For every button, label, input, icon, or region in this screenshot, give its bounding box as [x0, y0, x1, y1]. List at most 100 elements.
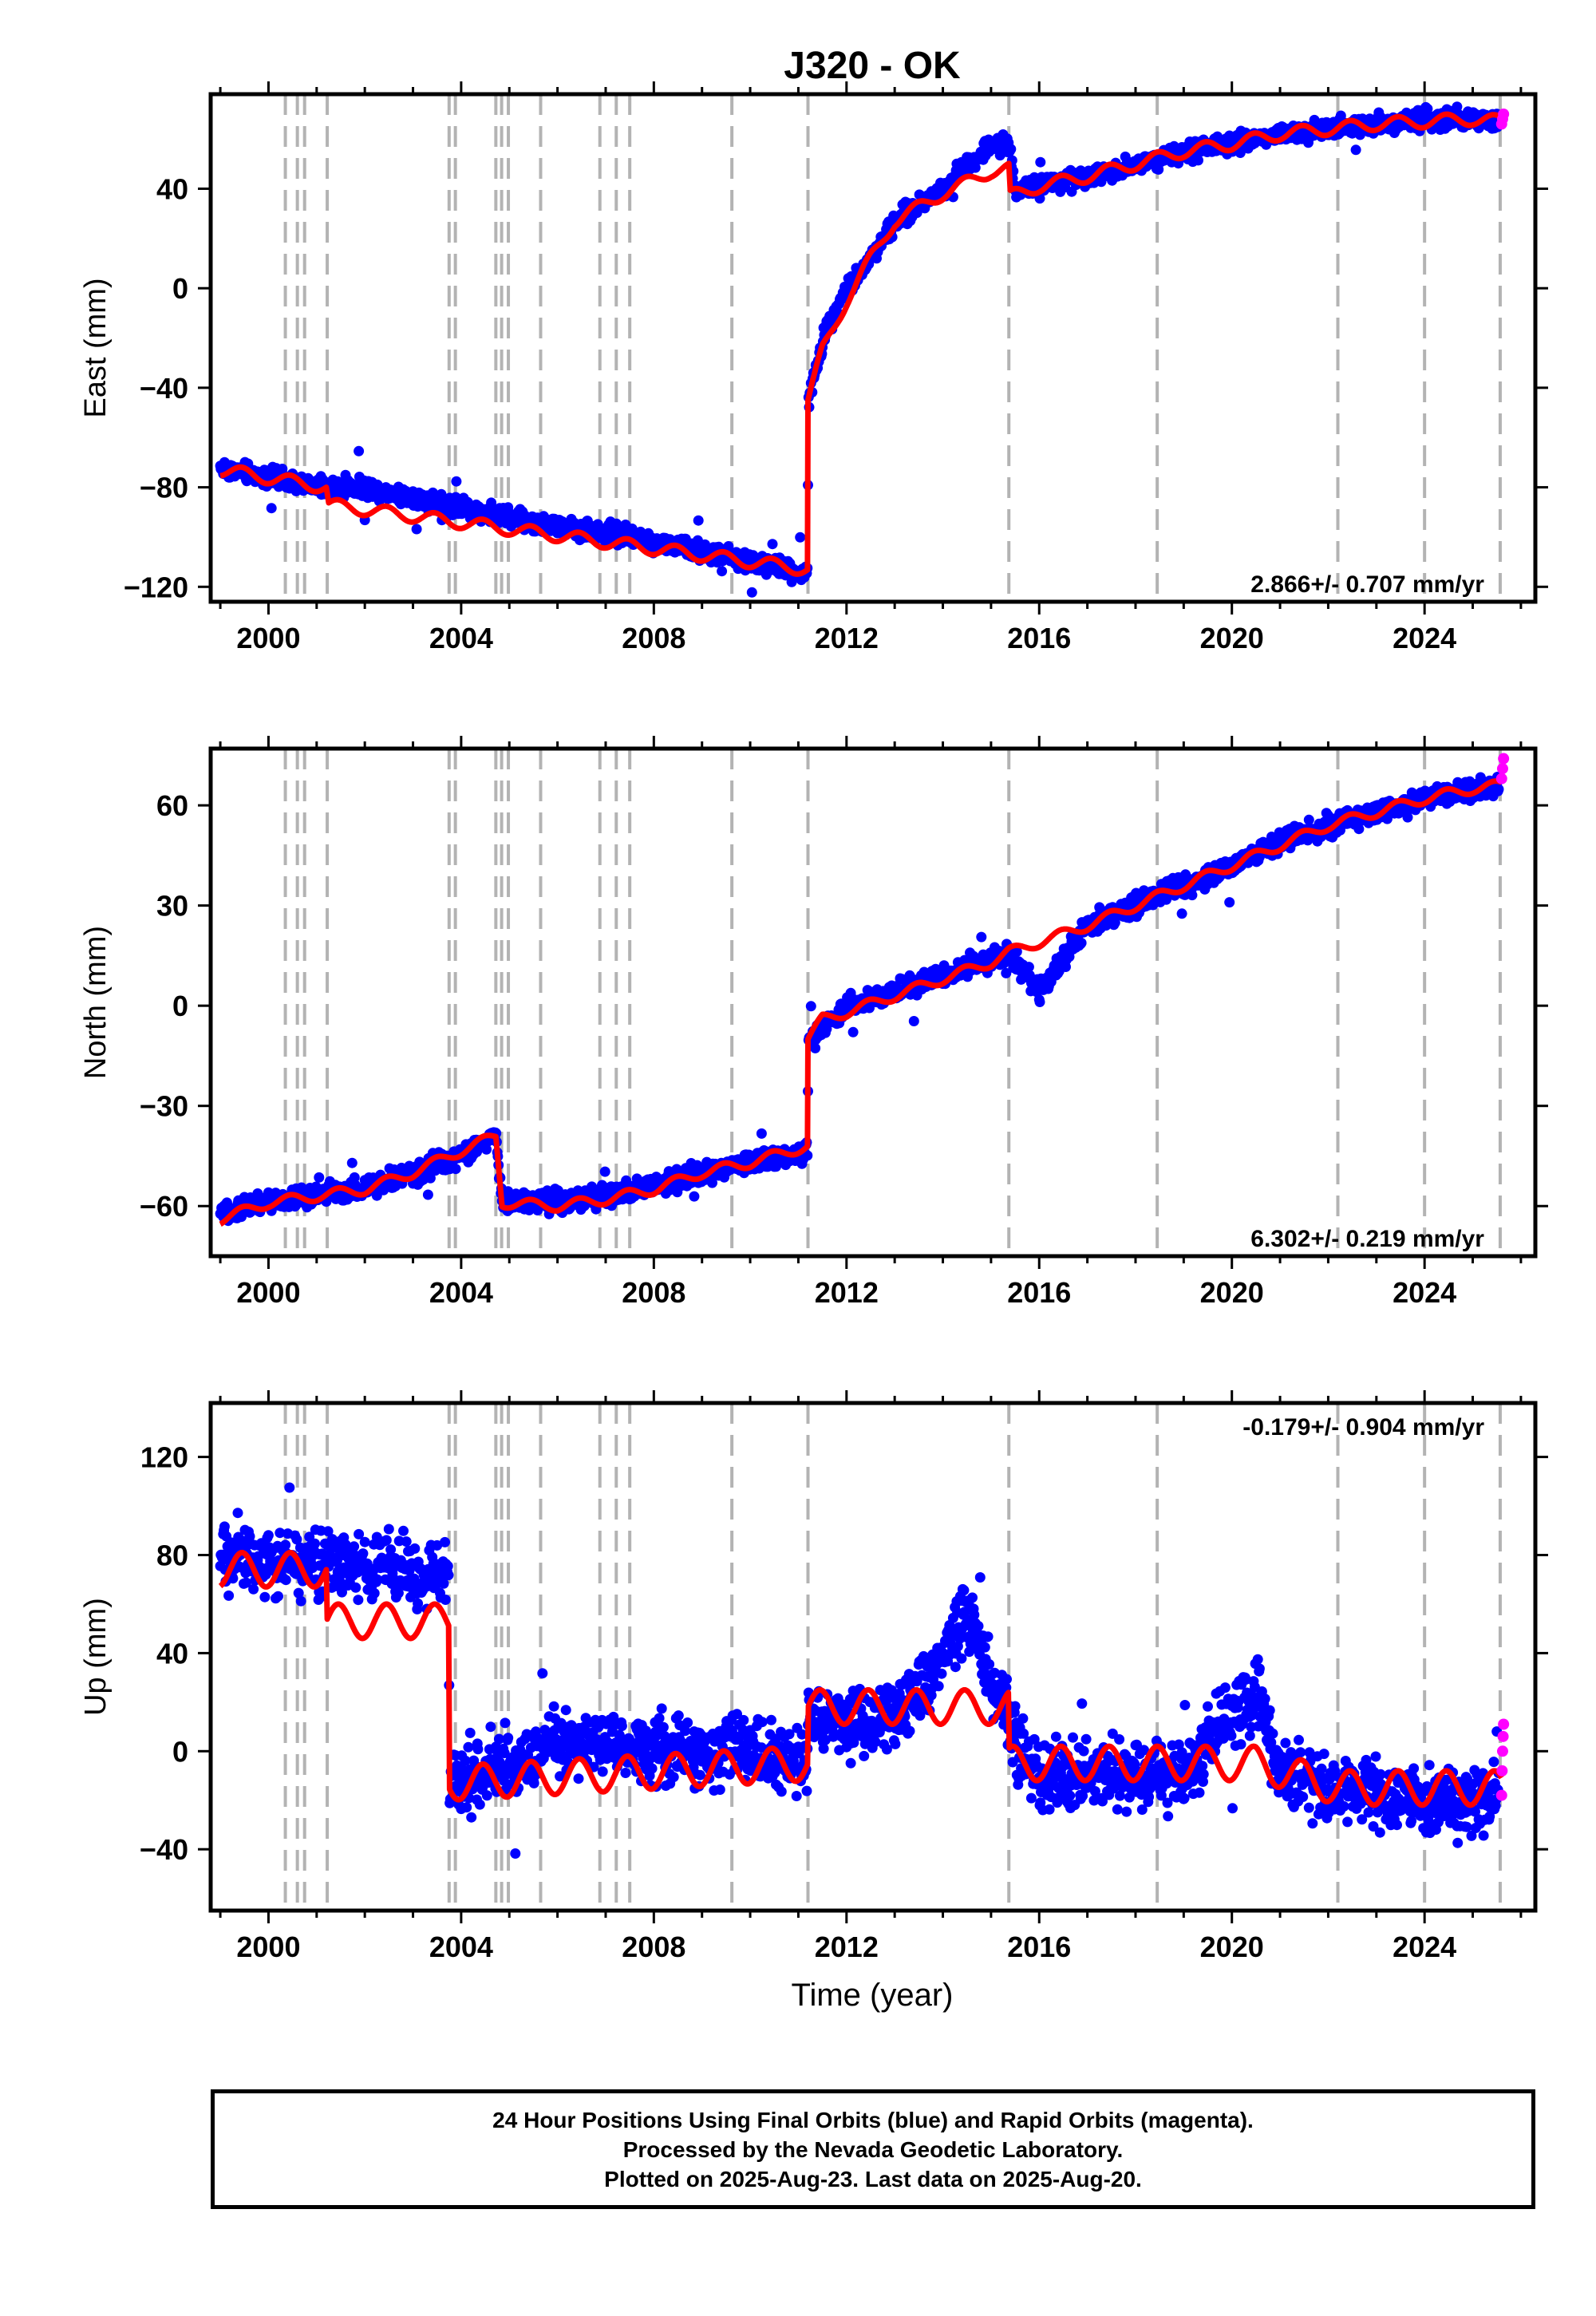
rapid-orbit-point — [1495, 773, 1507, 785]
y-axis-label: East (mm) — [79, 278, 113, 417]
final-orbit-point — [440, 1536, 450, 1547]
y-tick-label: −120 — [124, 571, 188, 603]
y-axis-label: North (mm) — [79, 926, 113, 1079]
final-orbit-point — [450, 1164, 461, 1175]
y-tick-label: 0 — [172, 990, 188, 1022]
final-orbit-point — [359, 1536, 370, 1547]
x-tick-label: 2024 — [1393, 622, 1456, 654]
final-orbit-point — [413, 1598, 424, 1609]
final-orbit-point — [381, 1535, 392, 1546]
x-tick-label: 2020 — [1200, 622, 1264, 654]
final-orbit-point — [443, 1570, 454, 1581]
final-orbit-point — [746, 587, 757, 598]
x-tick-label: 2016 — [1007, 622, 1071, 654]
final-orbit-point — [756, 1128, 767, 1139]
final-orbit-point — [346, 1157, 358, 1168]
final-orbit-point — [474, 1799, 485, 1810]
y-tick-label: 40 — [156, 172, 188, 205]
final-orbit-point — [847, 1026, 859, 1037]
y-tick-label: 60 — [156, 789, 188, 822]
final-orbit-point — [266, 503, 277, 514]
final-orbit-point — [503, 1733, 514, 1744]
final-orbit-point — [510, 1848, 521, 1859]
final-orbit-point — [354, 445, 365, 456]
final-orbit-point — [461, 1802, 472, 1813]
final-orbit-point — [599, 1166, 610, 1177]
final-orbit-point — [411, 524, 422, 535]
final-orbit-point — [369, 1587, 380, 1599]
final-orbit-point — [401, 1536, 412, 1547]
final-orbit-point — [1076, 938, 1087, 948]
y-tick-label: −40 — [140, 372, 188, 405]
final-orbit-point — [466, 1812, 477, 1823]
final-orbit-point — [485, 1721, 496, 1733]
x-tick-label: 2000 — [236, 1276, 300, 1309]
final-orbit-point — [481, 1790, 492, 1801]
final-orbit-point — [767, 539, 778, 550]
final-orbit-point — [463, 1741, 474, 1753]
final-orbit-point — [314, 1172, 325, 1183]
final-orbit-point — [263, 1530, 274, 1541]
final-orbit-point — [717, 566, 728, 577]
y-tick-label: 0 — [172, 272, 188, 305]
rapid-orbit-point — [1496, 763, 1508, 775]
final-orbit-point — [1005, 144, 1017, 155]
final-orbit-point — [1176, 908, 1187, 919]
x-tick-label: 2012 — [815, 622, 879, 654]
final-orbit-point — [398, 1525, 409, 1536]
final-orbit-point — [310, 1538, 320, 1549]
final-orbit-point — [500, 1717, 511, 1729]
final-orbit-point — [284, 1482, 295, 1493]
final-orbit-point — [353, 1595, 364, 1606]
final-orbit-point — [451, 476, 462, 487]
final-orbit-point — [795, 532, 806, 543]
final-orbit-point — [976, 931, 987, 943]
final-orbit-point — [349, 1541, 360, 1552]
plot-area — [211, 94, 1535, 602]
final-orbit-point — [223, 1590, 235, 1601]
final-orbit-point — [970, 162, 981, 173]
x-tick-label: 2008 — [622, 1276, 685, 1309]
final-orbit-point — [422, 1189, 433, 1200]
final-orbit-point — [440, 1595, 451, 1605]
final-orbit-point — [1035, 156, 1046, 168]
rate-label: 2.866+/- 0.707 mm/yr — [1250, 571, 1484, 598]
final-orbit-point — [1224, 897, 1235, 908]
final-orbit-point — [295, 1595, 306, 1607]
x-tick-label: 2012 — [815, 1276, 879, 1309]
final-orbit-point — [358, 1548, 369, 1559]
final-orbit-point — [1193, 155, 1203, 166]
final-orbit-point — [273, 1591, 283, 1602]
final-orbit-point — [244, 1531, 255, 1542]
final-orbit-point — [259, 1591, 271, 1603]
final-orbit-point — [383, 1524, 394, 1535]
x-tick-label: 2004 — [429, 622, 493, 654]
x-tick-label: 2008 — [622, 622, 685, 654]
final-orbit-point — [442, 1560, 453, 1571]
rate-label: 6.302+/- 0.219 mm/yr — [1250, 1226, 1484, 1252]
final-orbit-point — [464, 1727, 476, 1738]
final-orbit-point — [472, 1744, 484, 1755]
y-tick-label: −80 — [140, 472, 188, 504]
final-orbit-point — [219, 1521, 230, 1532]
final-orbit-point — [693, 515, 704, 526]
chart-title: J320 - OK — [784, 45, 961, 87]
final-orbit-point — [232, 1508, 243, 1519]
x-tick-label: 2004 — [429, 1276, 493, 1309]
x-tick-label: 2024 — [1393, 1276, 1456, 1309]
panel-north: 2000 2004 2008 2012 2016 2020 2024−60−3003060N… — [79, 736, 1548, 1309]
final-orbit-point — [723, 541, 734, 551]
x-tick-label: 2000 — [236, 622, 300, 654]
rapid-orbit-point — [1498, 753, 1510, 765]
y-tick-label: −60 — [140, 1190, 188, 1223]
x-tick-label: 2016 — [1007, 1276, 1071, 1309]
final-orbit-point — [908, 1016, 919, 1026]
final-orbit-point — [350, 1582, 361, 1593]
final-orbit-point — [689, 1191, 700, 1202]
final-orbit-point — [409, 1543, 421, 1554]
rapid-orbit-point — [1498, 108, 1510, 120]
final-orbit-point — [280, 1575, 291, 1586]
panel-east: 2000 2004 2008 2012 2016 2020 2024 −120 −80 −40 0 4… — [79, 81, 1548, 654]
y-tick-label: −30 — [140, 1090, 188, 1123]
